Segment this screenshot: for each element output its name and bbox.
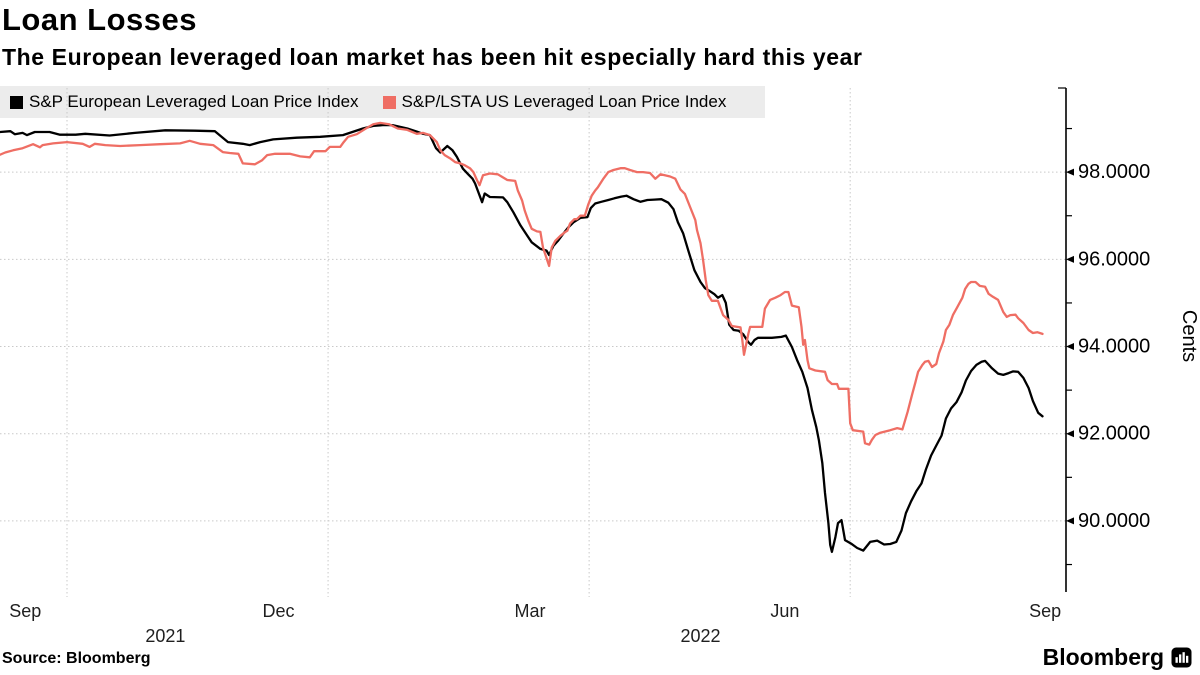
series-line-european: [0, 123, 1044, 554]
x-tick-label: Sep: [1029, 601, 1061, 621]
y-tick-label: 92.0000: [1078, 423, 1150, 445]
x-tick-label: Dec: [262, 601, 294, 621]
legend-swatch-european-icon: [10, 95, 23, 109]
y-major-tick-icon: [1066, 255, 1074, 263]
legend-label-us: S&P/LSTA US Leveraged Loan Price Index: [401, 92, 727, 111]
x-tick-label: Mar: [514, 601, 545, 621]
bloomberg-terminal-bars-icon: [1171, 647, 1192, 668]
y-major-tick-icon: [1066, 430, 1074, 438]
bloomberg-wordmark: Bloomberg: [1042, 644, 1164, 670]
y-tick-label: 96.0000: [1078, 248, 1150, 270]
legend-item-european: S&P European Leveraged Loan Price Index: [10, 92, 359, 112]
year-label: 2021: [145, 626, 185, 646]
y-tick-label: 98.0000: [1078, 161, 1150, 183]
series-line-us: [0, 121, 1044, 446]
page-title: Loan Losses: [2, 2, 197, 37]
x-tick-label: Sep: [9, 601, 41, 621]
y-tick-label: 94.0000: [1078, 336, 1150, 358]
chart-legend: S&P European Leveraged Loan Price Index …: [0, 86, 765, 118]
y-axis-title: Cents: [1178, 310, 1200, 362]
year-label: 2022: [680, 626, 720, 646]
y-major-tick-icon: [1066, 517, 1074, 525]
bloomberg-logo: Bloomberg: [1043, 644, 1192, 671]
y-major-tick-icon: [1066, 168, 1074, 176]
legend-item-us: S&P/LSTA US Leveraged Loan Price Index: [382, 92, 727, 112]
legend-swatch-us-icon: [382, 95, 396, 109]
x-tick-label: Jun: [770, 601, 799, 621]
source-note: Source: Bloomberg: [2, 650, 151, 667]
legend-label-european: S&P European Leveraged Loan Price Index: [29, 92, 359, 111]
page-subtitle: The European leveraged loan market has b…: [2, 44, 863, 70]
y-major-tick-icon: [1066, 343, 1074, 351]
y-tick-label: 90.0000: [1078, 510, 1150, 532]
